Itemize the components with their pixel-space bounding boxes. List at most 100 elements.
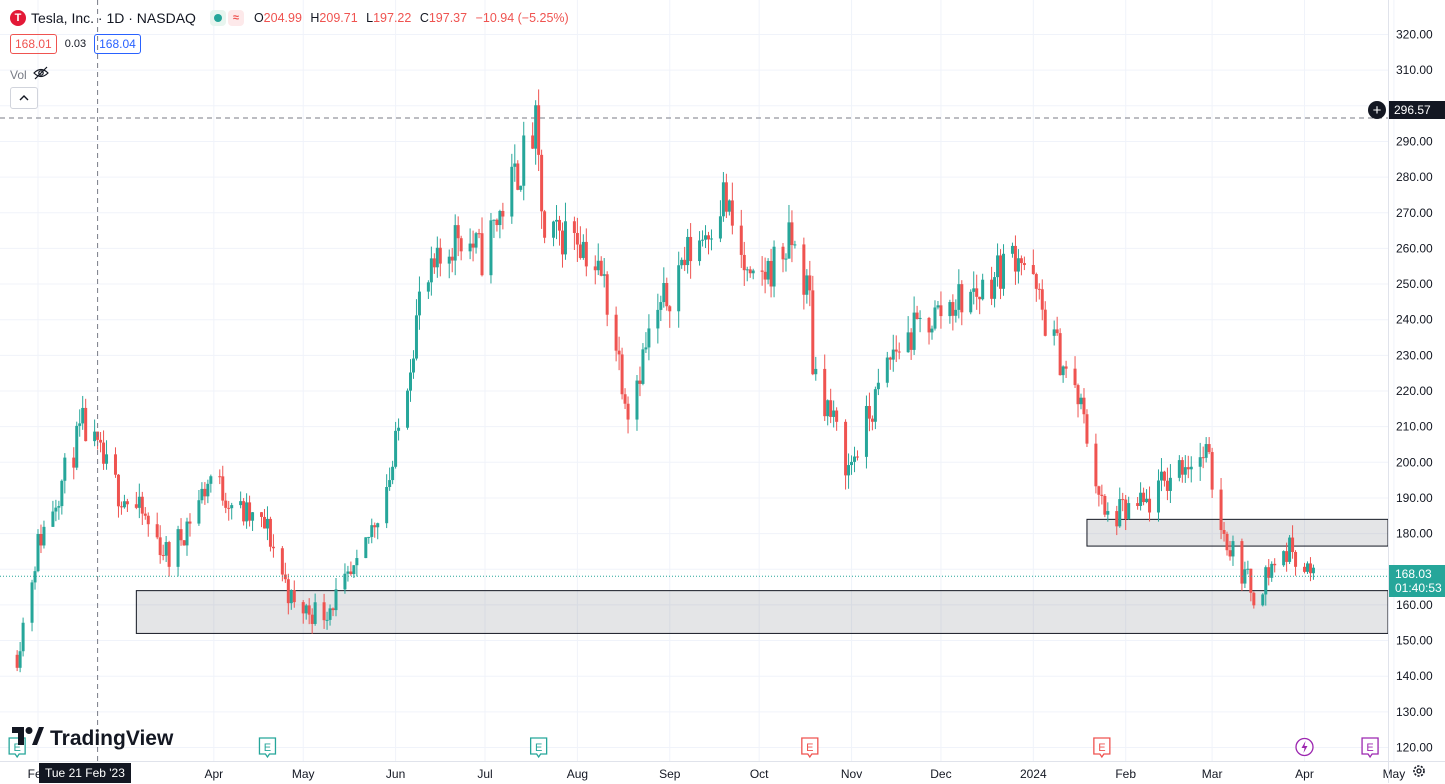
- candle-body: [292, 590, 296, 603]
- x-tick-label: Jun: [386, 767, 405, 781]
- y-tick-label: 190.00: [1396, 491, 1433, 505]
- candle-body: [1231, 541, 1235, 557]
- crosshair-price-value: 296.57: [1389, 101, 1445, 119]
- candle-body: [1016, 258, 1020, 272]
- y-tick-label: 140.00: [1396, 669, 1433, 683]
- support-zones: [135, 518, 1389, 634]
- symbol-title[interactable]: Tesla, Inc. · 1D · NASDAQ: [31, 10, 196, 26]
- add-alert-icon[interactable]: +: [1368, 101, 1386, 119]
- candle-body: [1204, 444, 1208, 458]
- candle-body: [1085, 414, 1089, 444]
- candle-body: [15, 654, 19, 668]
- candle-body: [352, 565, 356, 575]
- bar-countdown: 01:40:53: [1395, 581, 1442, 595]
- candle-body: [739, 225, 743, 255]
- candle-body: [677, 265, 681, 312]
- candle-body: [188, 521, 192, 524]
- x-tick-label: May: [1383, 767, 1406, 781]
- candle-body: [847, 465, 851, 476]
- candle-body: [1052, 329, 1056, 336]
- candle-body: [42, 526, 46, 546]
- candle-body: [227, 507, 231, 509]
- candle-body: [543, 211, 547, 238]
- earnings-marker[interactable]: E: [801, 737, 819, 759]
- realtime-icon[interactable]: ≈: [227, 10, 244, 26]
- market-status-icon[interactable]: [209, 10, 226, 26]
- candle-body: [477, 233, 481, 235]
- candle-body: [659, 302, 663, 310]
- candle-body: [1222, 530, 1226, 534]
- candle-body: [1240, 541, 1244, 584]
- candle-body: [781, 246, 785, 260]
- candle-body: [1156, 480, 1160, 513]
- candle-body: [251, 512, 255, 521]
- candle-body: [698, 240, 702, 262]
- candle-body: [1073, 368, 1077, 386]
- candle-body: [1198, 457, 1202, 467]
- candle-body: [1103, 496, 1107, 515]
- sell-price-button[interactable]: 168.01: [10, 34, 57, 54]
- candle-body: [686, 236, 690, 266]
- earnings-marker[interactable]: E: [1361, 737, 1379, 759]
- candle-body: [1282, 551, 1286, 566]
- candle-body: [709, 238, 713, 240]
- candle-body: [811, 290, 815, 375]
- y-tick-label: 220.00: [1396, 384, 1433, 398]
- candle-body: [572, 221, 576, 233]
- candle-body: [72, 457, 76, 468]
- candle-body: [116, 474, 120, 507]
- candle-body: [468, 243, 472, 252]
- candle-body: [1291, 537, 1295, 552]
- candle-body: [668, 306, 672, 312]
- candle-body: [683, 259, 687, 266]
- collapse-legend-button[interactable]: [10, 87, 38, 109]
- candle-body: [614, 314, 618, 351]
- candle-body: [1183, 467, 1187, 475]
- candle-body: [1246, 568, 1250, 570]
- candle-body: [721, 182, 725, 217]
- earnings-marker[interactable]: E: [258, 737, 277, 759]
- candle-body: [331, 608, 335, 611]
- buy-price-button[interactable]: 168.04: [94, 34, 141, 54]
- candle-body: [1288, 537, 1292, 562]
- candle-body: [334, 589, 338, 611]
- x-tick-label: Jul: [477, 767, 492, 781]
- candle-body: [873, 389, 877, 422]
- tradingview-logo[interactable]: TradingView: [12, 727, 173, 751]
- chart-settings-button[interactable]: [1410, 764, 1428, 782]
- candle-body: [897, 351, 901, 353]
- candle-body: [787, 222, 791, 259]
- candle-body: [930, 328, 934, 333]
- candle-body: [209, 476, 213, 484]
- earnings-marker[interactable]: E: [529, 737, 548, 759]
- candle-body: [456, 225, 460, 239]
- candle-body: [1043, 309, 1047, 336]
- candle-body: [763, 271, 767, 280]
- candle-body: [534, 105, 538, 149]
- candle-body: [772, 246, 776, 287]
- candle-body: [21, 622, 25, 652]
- candle-body: [1225, 533, 1229, 551]
- x-tick-label: Mar: [1202, 767, 1223, 781]
- candle-body: [1180, 460, 1184, 475]
- candle-body: [814, 368, 818, 375]
- tradingview-logo-icon: [12, 727, 44, 751]
- candle-body: [289, 590, 293, 604]
- candle-body: [1058, 333, 1062, 376]
- candle-body: [972, 288, 976, 292]
- eye-off-icon[interactable]: [32, 66, 49, 83]
- candle-body: [1228, 550, 1232, 557]
- split-marker[interactable]: [1295, 737, 1314, 757]
- earnings-marker[interactable]: E: [1093, 737, 1111, 759]
- svg-text:E: E: [13, 742, 20, 754]
- candle-body: [343, 573, 347, 590]
- candle-body: [435, 247, 439, 268]
- candle-body: [602, 274, 606, 276]
- candle-body: [1264, 567, 1268, 595]
- candle-body: [99, 439, 103, 443]
- svg-text:E: E: [1098, 742, 1105, 754]
- candle-body: [909, 332, 913, 350]
- candle-body: [84, 407, 88, 442]
- candle-body: [197, 500, 201, 524]
